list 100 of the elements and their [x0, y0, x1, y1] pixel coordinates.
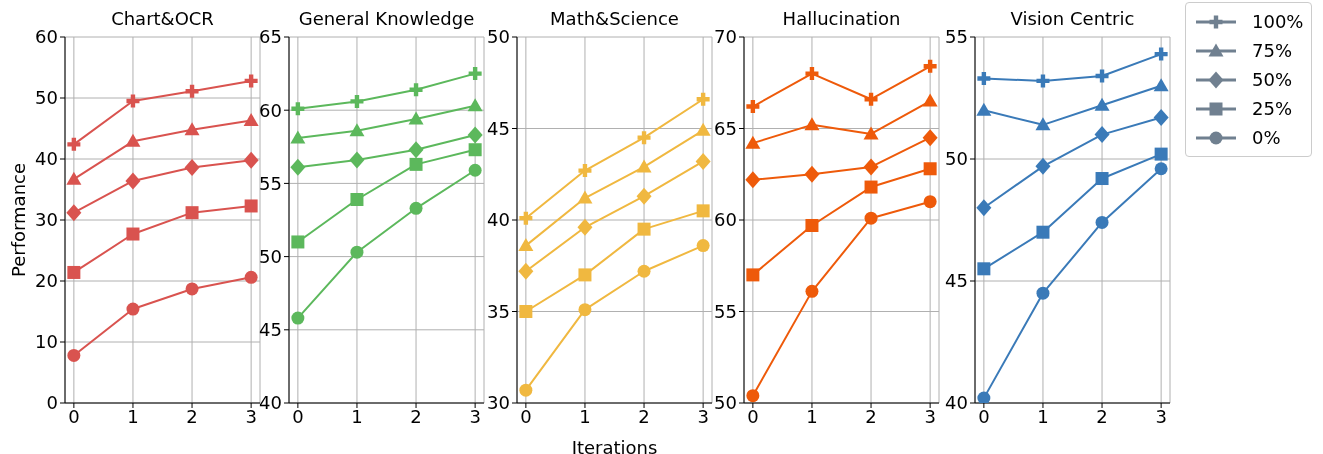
point — [518, 238, 534, 252]
point — [291, 235, 305, 249]
point — [350, 94, 364, 108]
x-tick-label: 1 — [1037, 405, 1049, 427]
y-tick-label: 40 — [487, 209, 510, 231]
point — [408, 111, 424, 125]
point — [126, 302, 140, 316]
point — [185, 84, 199, 98]
point — [863, 158, 879, 176]
point — [805, 284, 819, 298]
point — [185, 282, 199, 296]
point — [864, 180, 878, 194]
point — [184, 122, 200, 136]
x-tick-label: 2 — [186, 405, 198, 427]
point — [409, 83, 423, 97]
chart-title: Vision Centric — [1010, 8, 1135, 29]
y-tick-label: 20 — [35, 270, 58, 292]
x-tick-label: 1 — [806, 405, 818, 427]
y-tick-label: 45 — [487, 117, 510, 139]
chart-title: Math&Science — [550, 8, 679, 29]
point — [636, 187, 652, 205]
point — [746, 100, 760, 114]
point — [349, 123, 365, 137]
point — [696, 239, 710, 253]
point — [578, 268, 592, 282]
chart-title: Hallucination — [782, 8, 901, 29]
y-tick-label: 30 — [487, 392, 510, 414]
x-tick-label: 0 — [978, 405, 990, 427]
point — [923, 162, 937, 176]
y-tick-label: 50 — [487, 26, 510, 48]
point — [923, 59, 937, 73]
point — [518, 262, 534, 280]
point — [1094, 126, 1110, 144]
y-tick-label: 40 — [259, 392, 282, 414]
y-tick-label: 45 — [945, 270, 968, 292]
point — [745, 171, 761, 189]
y-tick-label: 50 — [714, 392, 737, 414]
y-tick-label: 55 — [259, 172, 282, 194]
x-tick-label: 2 — [1096, 405, 1108, 427]
point — [1153, 78, 1169, 92]
point — [977, 71, 991, 85]
point — [637, 131, 651, 145]
point — [696, 204, 710, 218]
point — [67, 137, 81, 151]
point — [66, 171, 82, 185]
x-tick-label: 0 — [747, 405, 759, 427]
x-tick-label: 1 — [127, 405, 139, 427]
point — [519, 383, 533, 397]
point — [244, 74, 258, 88]
point — [350, 245, 364, 259]
text: 25% — [1252, 98, 1293, 119]
point — [804, 117, 820, 131]
point — [578, 164, 592, 178]
point — [977, 391, 991, 403]
text: 0% — [1252, 127, 1281, 148]
point — [467, 98, 483, 112]
point — [244, 199, 258, 213]
point — [577, 190, 593, 204]
point — [350, 193, 364, 206]
point — [291, 102, 305, 116]
point — [805, 67, 819, 81]
point — [468, 67, 482, 81]
x-tick-label: 3 — [697, 405, 709, 427]
point — [126, 227, 140, 241]
point — [468, 143, 482, 157]
point — [349, 151, 365, 169]
y-tick-label: 30 — [35, 209, 58, 231]
y-tick-label: 50 — [945, 148, 968, 170]
point — [695, 152, 711, 170]
y-tick-label: 65 — [714, 117, 737, 139]
point — [1036, 74, 1050, 88]
x-tick-label: 0 — [520, 405, 532, 427]
text: 50% — [1252, 69, 1293, 90]
point — [695, 122, 711, 136]
y-tick-label: 50 — [259, 245, 282, 267]
chart-title: Chart&OCR — [111, 8, 214, 29]
text: 100% — [1252, 11, 1304, 32]
point — [467, 126, 483, 144]
y-tick-label: 70 — [714, 26, 737, 48]
y-tick-label: 45 — [259, 319, 282, 341]
x-tick-label: 2 — [638, 405, 650, 427]
y-tick-label: 35 — [487, 300, 510, 322]
point — [1095, 215, 1109, 229]
point — [243, 113, 259, 127]
point — [291, 311, 305, 325]
y-tick-label: 55 — [945, 26, 968, 48]
text: 75% — [1252, 40, 1293, 61]
x-tick-label: 0 — [68, 405, 80, 427]
y-tick-label: 10 — [35, 331, 58, 353]
point — [519, 211, 533, 225]
point — [409, 201, 423, 215]
point — [184, 159, 200, 177]
point — [468, 163, 482, 177]
point — [578, 303, 592, 317]
point — [745, 135, 761, 149]
x-axis-title: Iterations — [571, 437, 658, 454]
x-tick-label: 3 — [1155, 405, 1167, 427]
point — [290, 130, 306, 144]
point — [922, 129, 938, 147]
point — [66, 204, 82, 222]
